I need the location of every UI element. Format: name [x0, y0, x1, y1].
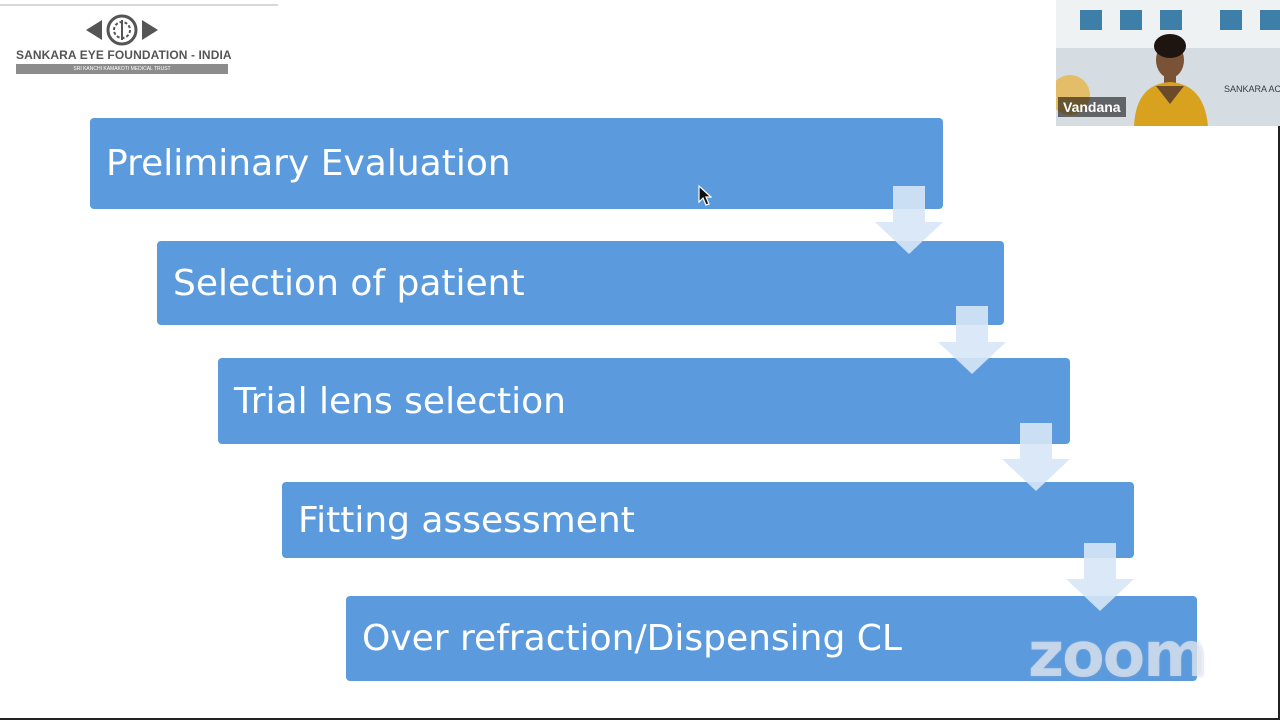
down-arrow-icon: [1002, 423, 1070, 491]
participant-video-tile[interactable]: SANKARA ACA OF VISION Vandana: [1056, 0, 1280, 126]
zoom-watermark: zoom: [1028, 618, 1208, 691]
step-trial-lens-selection: Trial lens selection: [218, 358, 1070, 444]
participant-name-label: Vandana: [1058, 97, 1126, 117]
down-arrow-icon: [1066, 543, 1134, 611]
logo-subtitle: SRI KANCHI KAMAKOTI MEDICAL TRUST: [16, 64, 228, 74]
top-rule: [0, 4, 278, 6]
step-fitting-assessment: Fitting assessment: [282, 482, 1134, 558]
logo-name: SANKARA EYE FOUNDATION - INDIA: [16, 48, 232, 62]
eye-emblem-icon: [86, 14, 158, 46]
step-over-refraction: Over refraction/Dispensing CL: [346, 596, 1197, 681]
down-arrow-icon: [875, 186, 943, 254]
step-selection-of-patient: Selection of patient: [157, 241, 1004, 325]
step-preliminary-evaluation: Preliminary Evaluation: [90, 118, 943, 209]
background-banner-text: SANKARA ACA OF VISION: [1224, 84, 1280, 94]
sankara-logo: SANKARA EYE FOUNDATION - INDIA SRI KANCH…: [16, 14, 232, 76]
down-arrow-icon: [938, 306, 1006, 374]
mouse-cursor-icon: [698, 185, 712, 206]
